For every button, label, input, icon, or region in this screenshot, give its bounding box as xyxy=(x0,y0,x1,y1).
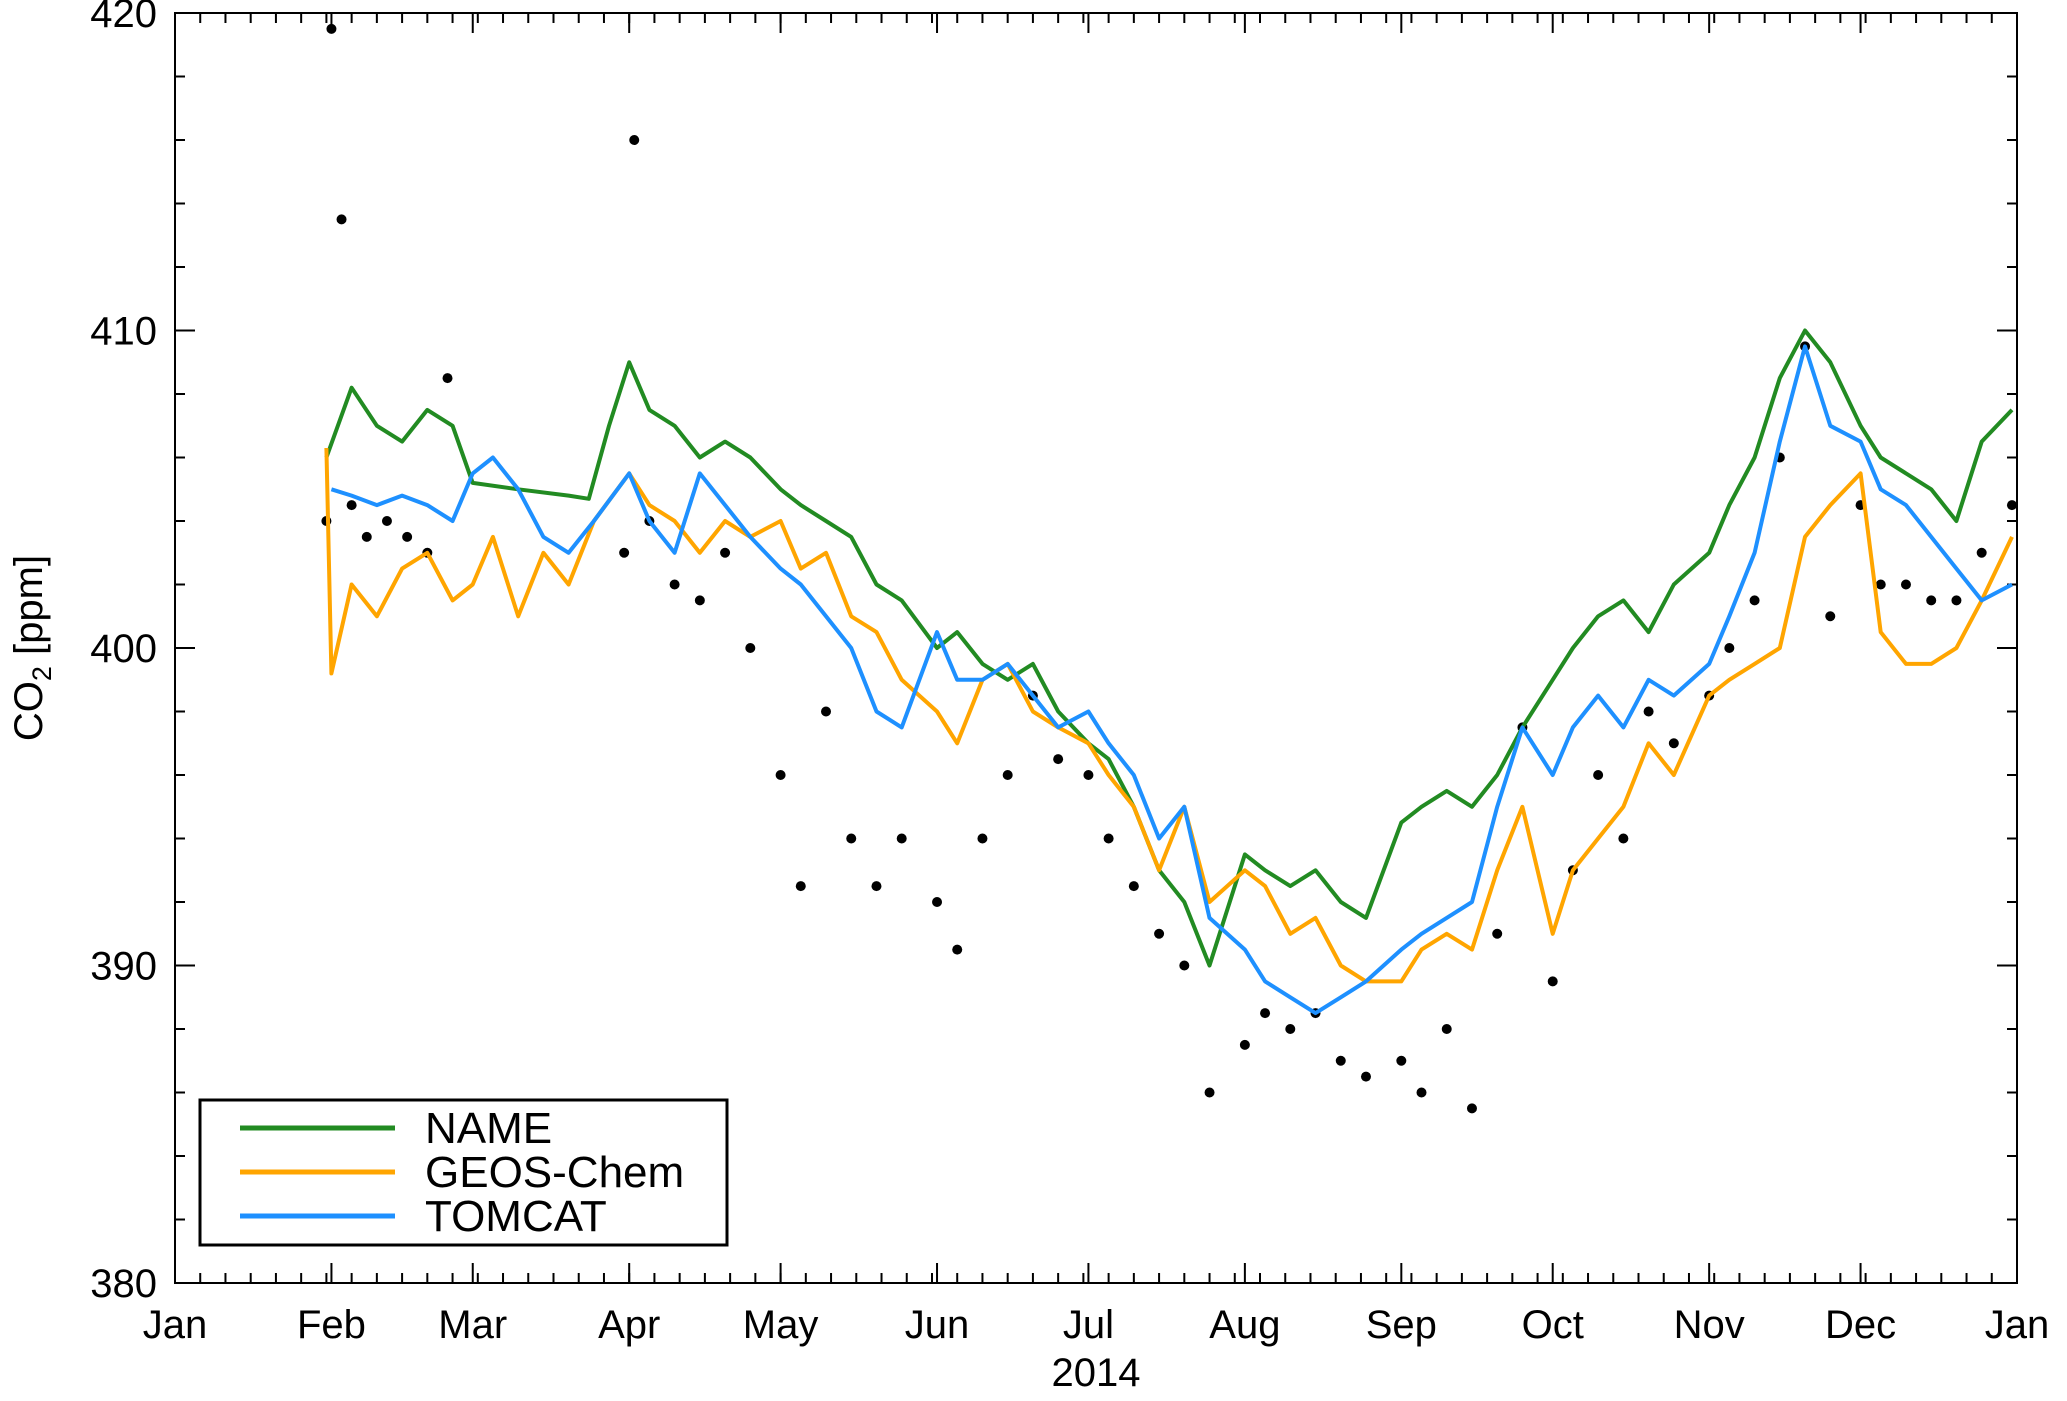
observation-dot xyxy=(336,214,347,225)
observation-dot xyxy=(1103,833,1114,844)
observation-dot xyxy=(1825,611,1836,622)
x-tick-label: Feb xyxy=(297,1303,366,1347)
observation-dot xyxy=(977,833,988,844)
observation-dot xyxy=(821,706,832,717)
legend-label-name: NAME xyxy=(425,1104,552,1153)
observation-dot xyxy=(1466,1103,1477,1114)
observation-dot xyxy=(1492,928,1503,939)
observation-dot xyxy=(1618,833,1629,844)
observation-dot xyxy=(1204,1087,1215,1098)
observation-dot xyxy=(694,595,705,606)
observation-dot xyxy=(1083,770,1094,780)
observation-dot xyxy=(1668,738,1679,749)
x-tick-label: Nov xyxy=(1674,1303,1745,1347)
observation-dot xyxy=(1053,754,1064,765)
observation-dot xyxy=(2006,500,2017,511)
x-tick-label: May xyxy=(743,1303,819,1347)
observation-dot xyxy=(720,547,731,558)
y-tick-label: 420 xyxy=(90,0,157,36)
observation-dot xyxy=(1441,1024,1452,1034)
series-line-tomcat xyxy=(330,344,2013,1016)
observation-dot xyxy=(1179,960,1190,971)
observation-dot xyxy=(932,897,943,907)
x-tick-label: Dec xyxy=(1825,1303,1896,1347)
legend-label-tomcat: TOMCAT xyxy=(425,1192,607,1241)
observation-dot xyxy=(1335,1055,1346,1066)
observation-dot xyxy=(361,531,372,542)
y-axis-title-sub: 2 xyxy=(27,666,57,681)
observation-dot xyxy=(745,643,756,653)
y-tick-label: 380 xyxy=(90,1262,157,1306)
x-axis-title: 2014 xyxy=(1052,1351,1141,1395)
observation-dot xyxy=(326,23,337,34)
y-axis-title: CO2 [ppm] xyxy=(7,555,57,741)
x-tick-label: Sep xyxy=(1366,1303,1437,1347)
observation-dot xyxy=(1547,976,1558,987)
x-tick-label: Jun xyxy=(905,1303,970,1347)
observation-dot xyxy=(952,944,963,955)
y-tick-label: 410 xyxy=(90,310,157,354)
observation-dot xyxy=(442,373,453,384)
x-tick-label: Aug xyxy=(1209,1303,1280,1347)
x-tick-label: Mar xyxy=(438,1303,507,1347)
observation-dot xyxy=(1951,595,1962,606)
x-tick-label: Oct xyxy=(1522,1303,1584,1347)
y-axis-title-unit: [ppm] xyxy=(7,555,51,666)
observation-dot xyxy=(775,770,786,780)
observation-dot xyxy=(1724,643,1735,653)
observation-dot xyxy=(346,500,357,511)
observation-dot xyxy=(1926,595,1937,606)
observation-dot xyxy=(1749,595,1760,606)
y-tick-label: 400 xyxy=(90,627,157,671)
tick-labels: 380 390 400 410 420 Jan Feb Mar Apr May Jun Jul Aug S… xyxy=(90,0,2049,1347)
observation-dot xyxy=(846,833,857,844)
observation-dot xyxy=(1260,1008,1271,1019)
series-line-geos-chem xyxy=(324,447,2014,984)
series-line-name xyxy=(324,328,2014,968)
observation-dot xyxy=(1285,1024,1296,1034)
observation-dot xyxy=(1128,881,1139,892)
x-tick-label: Apr xyxy=(598,1303,660,1347)
observation-dot xyxy=(1416,1087,1427,1098)
observation-dot xyxy=(871,881,882,892)
observation-dot xyxy=(1900,579,1911,590)
observation-dot xyxy=(1396,1055,1407,1066)
observation-dot xyxy=(1154,928,1165,939)
y-axis-title-main: CO xyxy=(7,681,51,741)
observation-dot xyxy=(795,881,806,892)
x-tick-label: Jul xyxy=(1063,1303,1114,1347)
axis-ticks xyxy=(174,12,2018,1284)
observation-dot xyxy=(1002,770,1013,780)
observation-dot xyxy=(381,516,392,526)
x-tick-label: Jan xyxy=(143,1303,208,1347)
y-tick-label: 390 xyxy=(90,945,157,989)
observation-dot xyxy=(619,547,630,558)
observation-dot xyxy=(669,579,680,590)
observation-dot xyxy=(1875,579,1886,590)
observation-dot xyxy=(1643,706,1654,717)
observation-dot xyxy=(402,531,413,542)
x-tick-label: Jan xyxy=(1985,1303,2050,1347)
legend-label-geos-chem: GEOS-Chem xyxy=(425,1148,684,1197)
observation-dot xyxy=(1593,770,1604,780)
observation-dot xyxy=(1239,1039,1250,1050)
observation-dot xyxy=(629,135,640,145)
plot-frame xyxy=(174,12,2018,1284)
legend: NAME GEOS-Chem TOMCAT xyxy=(198,1098,729,1247)
observation-dot xyxy=(1360,1071,1371,1082)
observation-dot xyxy=(1976,547,1987,558)
observation-dot xyxy=(896,833,907,844)
model-series-lines xyxy=(324,328,2014,1016)
